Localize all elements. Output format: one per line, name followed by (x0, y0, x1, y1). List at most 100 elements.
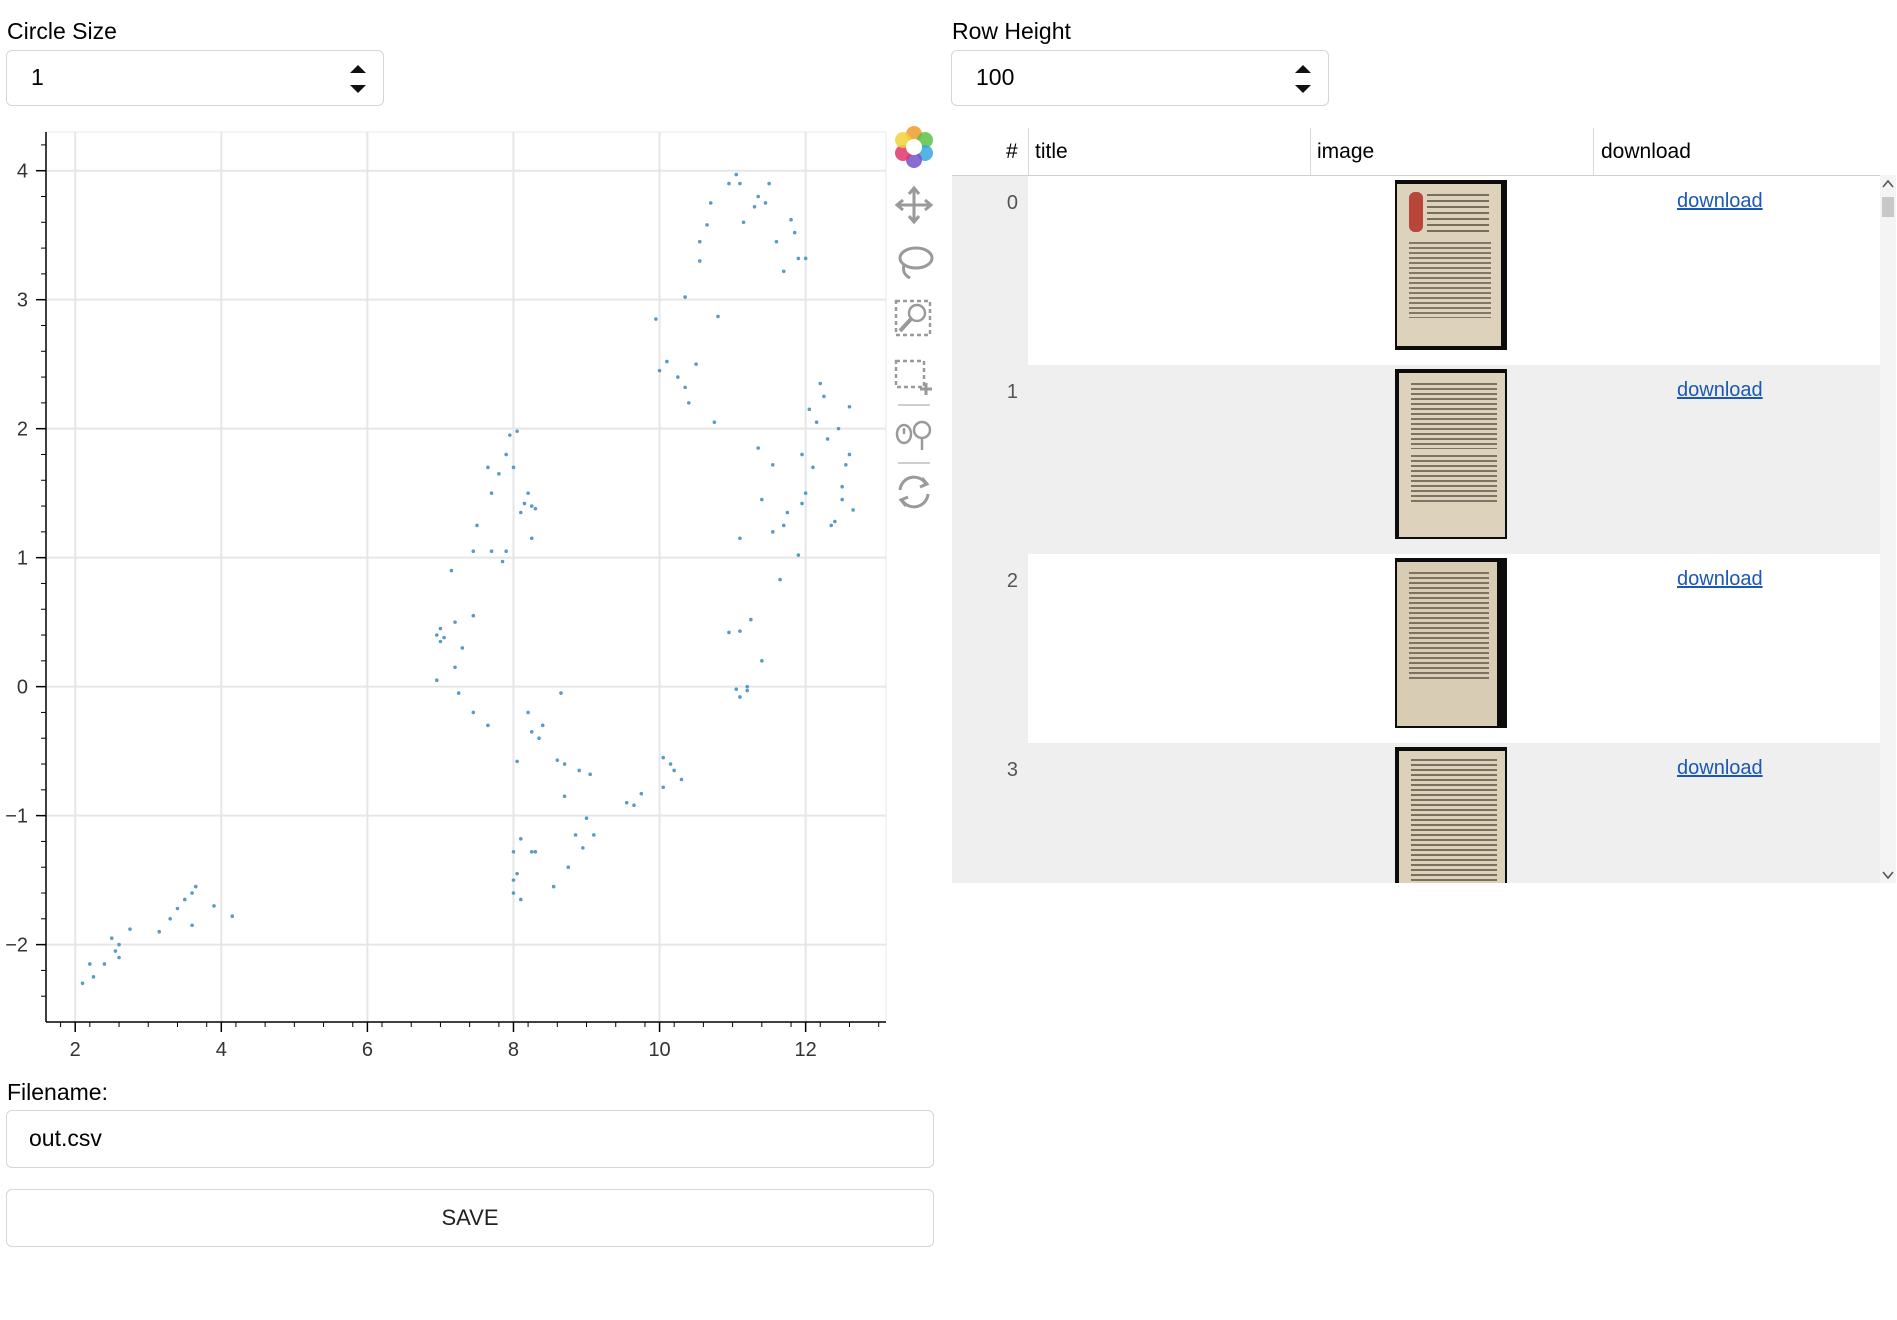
data-point (738, 536, 742, 541)
lasso-select-icon[interactable] (892, 240, 936, 284)
header-image[interactable]: image (1317, 140, 1375, 163)
data-point (661, 785, 666, 790)
row-height-spinner[interactable]: 100 (951, 50, 1329, 106)
bokeh-logo-icon[interactable] (892, 125, 936, 169)
header-download[interactable]: download (1601, 140, 1691, 163)
data-point (190, 923, 194, 928)
data-point (511, 891, 516, 895)
circle-size-spinner[interactable]: 1 (6, 50, 384, 106)
filename-input[interactable] (6, 1110, 934, 1168)
data-point (683, 385, 687, 390)
data-point (453, 620, 457, 624)
data-point (529, 536, 534, 541)
data-point (182, 897, 187, 902)
header-index[interactable]: # (1006, 140, 1018, 163)
data-point (676, 375, 680, 379)
circle-size-value[interactable]: 1 (31, 64, 44, 90)
data-point (686, 401, 691, 405)
table-row[interactable]: 2 download (952, 554, 1880, 743)
download-link[interactable]: download (1677, 190, 1763, 212)
data-point (822, 394, 826, 399)
data-point (117, 942, 121, 947)
row-index: 2 (1006, 570, 1018, 592)
download-link[interactable]: download (1677, 568, 1763, 590)
pan-icon[interactable] (892, 183, 936, 227)
data-point (442, 635, 446, 640)
data-point (128, 927, 132, 931)
data-point (522, 501, 527, 506)
data-point (741, 220, 746, 225)
data-point (190, 891, 194, 895)
data-point (471, 613, 476, 618)
data-point (770, 530, 775, 534)
data-point (504, 452, 508, 457)
data-point (825, 437, 830, 441)
data-point (584, 816, 589, 821)
plot-gridlines (45, 131, 887, 1023)
data-point (91, 975, 96, 979)
save-button[interactable]: SAVE (6, 1189, 934, 1247)
data-point (486, 465, 490, 470)
scroll-down-icon[interactable] (1882, 870, 1894, 880)
data-point (727, 181, 731, 186)
table-row[interactable]: 3 download (952, 743, 1880, 883)
box-select-icon[interactable] (892, 355, 936, 399)
table-row[interactable]: 0 download (952, 176, 1880, 365)
download-link[interactable]: download (1677, 379, 1763, 401)
data-point (193, 884, 198, 889)
data-point (734, 687, 739, 692)
table-scrollbar[interactable] (1880, 175, 1896, 883)
x-tick-label: 6 (362, 1039, 373, 1061)
y-tick-label: −1 (5, 806, 28, 828)
scrollbar-thumb[interactable] (1882, 197, 1894, 217)
data-point (102, 962, 107, 966)
x-tick-label: 8 (508, 1039, 519, 1061)
x-tick-label: 10 (648, 1039, 670, 1061)
data-point (540, 723, 545, 728)
data-point (497, 472, 501, 476)
row-index: 3 (1006, 759, 1018, 781)
data-point (632, 803, 636, 808)
manuscript-thumbnail (1395, 180, 1507, 350)
y-tick-label: 4 (17, 161, 28, 183)
table-row[interactable]: 1 download (952, 365, 1880, 554)
data-point (716, 314, 720, 319)
spinner-arrows-icon[interactable] (1292, 59, 1314, 99)
scroll-up-icon[interactable] (1882, 179, 1894, 189)
toolbar-divider (898, 404, 930, 406)
table-header: # title image download (952, 128, 1896, 176)
data-point (566, 865, 571, 870)
data-point (434, 678, 439, 682)
spinner-arrows-icon[interactable] (347, 59, 369, 99)
data-point (537, 736, 541, 741)
data-point (705, 223, 709, 227)
data-point (526, 710, 530, 715)
data-point (157, 929, 162, 934)
data-point (738, 629, 742, 633)
header-title[interactable]: title (1035, 140, 1068, 163)
row-height-value[interactable]: 100 (976, 64, 1015, 90)
data-point (109, 936, 114, 940)
data-point (833, 519, 837, 524)
data-point (453, 665, 457, 670)
data-point (803, 256, 808, 261)
reset-icon[interactable] (892, 470, 936, 514)
data-point (814, 420, 819, 425)
data-point (694, 362, 698, 366)
data-point (745, 688, 750, 693)
toolbar-divider (898, 462, 930, 464)
filename-field[interactable] (29, 1125, 729, 1152)
data-point (212, 904, 216, 908)
data-point (785, 510, 790, 515)
wheel-zoom-icon[interactable] (892, 297, 936, 341)
data-point (767, 181, 771, 186)
data-point (668, 762, 673, 766)
data-point (489, 491, 494, 495)
download-link[interactable]: download (1677, 757, 1763, 779)
data-point (803, 491, 808, 495)
data-table[interactable]: # title image download 0 download 1 (952, 128, 1896, 883)
hover-icon[interactable] (892, 412, 936, 456)
data-point (840, 497, 844, 502)
